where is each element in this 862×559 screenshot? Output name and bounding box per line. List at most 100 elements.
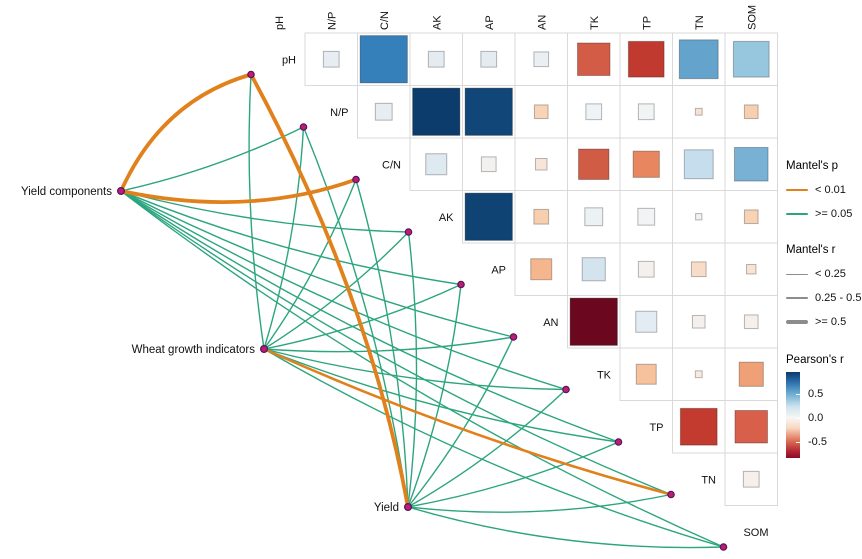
correlation-square (679, 407, 718, 446)
correlation-square (427, 50, 445, 68)
hub-node-dot (260, 345, 269, 354)
hub-label: Yield (374, 502, 399, 514)
row-label: pH (282, 54, 296, 66)
edges-nonsignificant (120, 73, 725, 549)
hub-node-dot (116, 187, 125, 196)
correlation-square (637, 207, 656, 226)
mantel-edge (263, 348, 567, 391)
correlation-square (480, 156, 497, 173)
correlation-square (690, 261, 707, 278)
legend-item-label: 0.25 - 0.5 (815, 292, 862, 304)
correlation-square (584, 207, 604, 227)
correlation-square (569, 297, 618, 346)
correlation-square (635, 310, 658, 333)
legend-item-label: >= 0.5 (815, 316, 847, 328)
correlation-square (374, 102, 393, 121)
legend-mantel-r-item: 0.25 - 0.5 (786, 286, 862, 310)
legend-pearson: Pearson's r 0.5 0.0 -0.5 (786, 354, 862, 472)
legend-mantel-p-item: >= 0.05 (786, 202, 862, 226)
column-header: TN (694, 15, 706, 30)
correlation-square (533, 208, 550, 225)
correlation-square (533, 51, 550, 68)
correlation-square (576, 42, 611, 77)
correlation-square (581, 257, 606, 282)
variable-node-dot (562, 385, 570, 394)
variable-node-dot (352, 175, 360, 184)
mantel-edge (263, 126, 305, 350)
mantel-edge (262, 347, 673, 496)
correlation-square (733, 146, 769, 182)
legend-item-label: < 0.01 (815, 184, 846, 196)
mantel-edge (120, 190, 515, 338)
mantel-edge (407, 493, 672, 513)
mantel-edge (119, 177, 358, 204)
correlation-square (464, 87, 513, 136)
column-header: AN (536, 15, 548, 30)
correlation-square (480, 50, 498, 68)
variable-node-dot (404, 228, 413, 236)
mantel-edge (263, 178, 357, 350)
correlation-square (746, 264, 757, 275)
mantel-edge (407, 336, 515, 508)
column-header: AP (484, 15, 496, 30)
correlation-square (464, 192, 513, 241)
column-header: SOM (746, 5, 758, 30)
correlation-square (694, 107, 703, 116)
correlation-square (635, 363, 657, 385)
legend-mantel-r-item: < 0.25 (786, 262, 862, 286)
correlation-square (691, 314, 706, 329)
legend-line-swatch (786, 189, 808, 191)
correlation-square (743, 314, 759, 330)
matrix-cell (567, 85, 621, 139)
correlation-square (632, 150, 660, 178)
row-label: N/P (330, 107, 348, 119)
correlation-square (637, 260, 655, 278)
mantel-edge (407, 506, 725, 549)
mantel-edge (249, 72, 410, 509)
mantel-edge (263, 348, 725, 548)
mantel-edge (120, 190, 672, 496)
legend-line-swatch (786, 320, 808, 324)
correlation-square (534, 157, 548, 171)
column-header: C/N (379, 11, 391, 30)
row-label: AP (491, 264, 506, 276)
correlation-square (742, 470, 760, 488)
correlation-square (322, 50, 340, 68)
row-label: C/N (382, 159, 401, 171)
mantel-edge (120, 126, 305, 192)
variable-node-dot (719, 543, 728, 551)
mantel-edge (119, 72, 253, 193)
correlation-square (743, 209, 759, 225)
legend-line-swatch (786, 297, 808, 299)
correlation-square (578, 148, 610, 180)
column-header: N/P (326, 12, 338, 30)
mantel-edge (302, 126, 409, 508)
hub-label: Yield components (21, 186, 112, 198)
column-header: AK (431, 15, 443, 30)
legend-item-label: < 0.25 (815, 268, 846, 280)
colorbar-tick (796, 394, 800, 395)
correlation-square (412, 87, 461, 136)
legend-pearson-title: Pearson's r (786, 354, 844, 366)
correlation-square (738, 361, 764, 387)
correlation-square (637, 103, 655, 121)
matrix-cell (724, 295, 778, 349)
mantel-edge (248, 73, 265, 350)
legend-item-label: >= 0.05 (815, 208, 853, 220)
legend-mantel-r-item: >= 0.5 (786, 310, 862, 334)
hub-node-dot (404, 503, 413, 512)
edges-significant (119, 72, 673, 509)
mantel-edge (263, 231, 410, 350)
correlation-square (732, 40, 770, 78)
variable-node-dot (614, 438, 623, 446)
legend-line-swatch (786, 273, 808, 275)
row-label: TK (597, 369, 612, 381)
legend-mantel-p-title: Mantel's p (786, 160, 839, 172)
mantel-edge (407, 283, 462, 508)
mantel-edge (120, 190, 567, 391)
legend-mantel-p-item: < 0.01 (786, 178, 862, 202)
row-label: AK (439, 212, 454, 224)
legend-mantel-p: Mantel's p < 0.01 >= 0.05 (786, 160, 862, 226)
legend-mantel-r: Mantel's r < 0.25 0.25 - 0.5 >= 0.5 (786, 244, 862, 334)
